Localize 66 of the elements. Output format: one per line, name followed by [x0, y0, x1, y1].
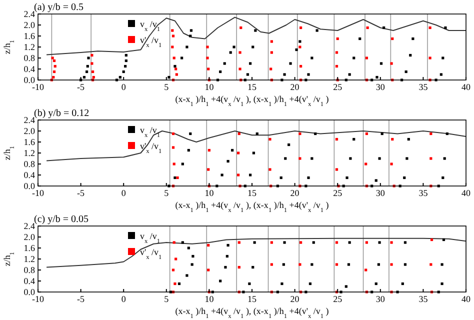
x-tick-label: 15	[248, 294, 257, 304]
y-tick-label: 1.6	[24, 31, 36, 41]
text: (x-x$_{1}$)/h$_{1}$+4(v$_{x}$/v$_{1}$), (x-x$_{1}$)/h$_{1}$+4(v'$_{x}$/v$_{1}$)	[175, 94, 329, 108]
x-tick-label: 30	[376, 294, 386, 304]
legend-label: v$_{x}$/v$_{1}$	[140, 125, 160, 138]
x-tick-label: 0	[121, 188, 126, 198]
x-tick-label: 40	[462, 294, 471, 304]
x-tick-label: 10	[204, 82, 214, 92]
y-tick-label: 2.0	[24, 232, 36, 242]
x-tick-label: 10	[204, 294, 214, 304]
y-tick-label: 0.0	[24, 287, 36, 297]
x-tick-label: 25	[333, 82, 343, 92]
x-tick-label: -5	[77, 82, 86, 92]
y-tick-label: 0.4	[24, 64, 36, 74]
x-tick-label: 0	[121, 82, 126, 92]
x-tick-label: 0	[121, 294, 126, 304]
y-tick-label: 0.8	[24, 265, 36, 275]
x-tick-label: -10	[32, 82, 44, 92]
chart-title: (a) y/b = 0.5	[34, 2, 84, 13]
x-tick-label: -5	[77, 294, 86, 304]
x-tick-label: 20	[290, 188, 300, 198]
y-tick-label: 0.4	[24, 276, 36, 286]
y-tick-label: 2.4	[24, 9, 36, 19]
legend-label: v'$_{x}$/v$_{1}$	[140, 141, 162, 154]
x-tick-label: 25	[333, 188, 343, 198]
x-tick-label: -10	[32, 188, 44, 198]
y-tick-label: 2.4	[24, 221, 36, 231]
text: (x-x$_{1}$)/h$_{1}$+4(v$_{x}$/v$_{1}$), (x-x$_{1}$)/h$_{1}$+4(v'$_{x}$/v$_{1}$)	[175, 306, 329, 320]
legend-label: v$_{x}$/v$_{1}$	[140, 19, 160, 32]
chart-title: (c) y/b = 0.05	[34, 214, 89, 225]
x-tick-label: 5	[164, 294, 170, 304]
x-tick-label: 40	[462, 82, 471, 92]
y-tick-label: 2.0	[24, 126, 36, 136]
x-tick-label: 15	[248, 82, 257, 92]
y-tick-label: 0.0	[24, 181, 36, 191]
x-tick-label: 20	[290, 294, 300, 304]
y-tick-label: 0.8	[24, 159, 36, 169]
text: (x-x$_{1}$)/h$_{1}$+4(v$_{x}$/v$_{1}$), (x-x$_{1}$)/h$_{1}$+4(v'$_{x}$/v$_{1}$)	[175, 200, 329, 214]
y-tick-label: 2.4	[24, 115, 36, 125]
y-tick-label: 0.4	[24, 170, 36, 180]
x-tick-label: 35	[418, 294, 428, 304]
x-tick-label: 10	[204, 188, 214, 198]
x-tick-label: 40	[462, 188, 471, 198]
legend-label: v'$_{x}$/v$_{1}$	[140, 247, 162, 260]
legend-label: v'$_{x}$/v$_{1}$	[140, 35, 162, 48]
x-tick-label: -5	[77, 188, 86, 198]
legend-label: v$_{x}$/v$_{1}$	[140, 231, 160, 244]
y-tick-label: 1.2	[24, 42, 35, 52]
y-tick-label: 1.6	[24, 243, 36, 253]
x-tick-label: 5	[164, 188, 170, 198]
x-tick-label: 20	[290, 82, 300, 92]
y-tick-label: 1.2	[24, 148, 35, 158]
y-tick-label: 2.0	[24, 20, 36, 30]
x-tick-label: 35	[418, 82, 428, 92]
x-tick-label: 5	[164, 82, 170, 92]
x-tick-label: 30	[376, 188, 386, 198]
y-tick-label: 0.0	[24, 75, 36, 85]
y-tick-label: 1.6	[24, 137, 36, 147]
chart-title: (b) y/b = 0.12	[34, 108, 90, 119]
x-tick-label: 15	[248, 188, 257, 198]
x-tick-label: -10	[32, 294, 44, 304]
y-tick-label: 1.2	[24, 254, 35, 264]
x-tick-label: 25	[333, 294, 343, 304]
x-tick-label: 30	[376, 82, 386, 92]
x-tick-label: 35	[418, 188, 428, 198]
y-tick-label: 0.8	[24, 53, 36, 63]
